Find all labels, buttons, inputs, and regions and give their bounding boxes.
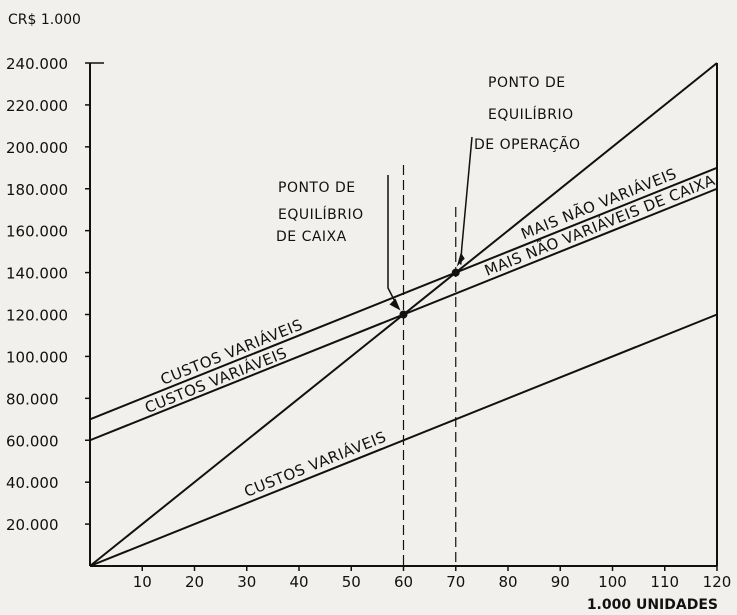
label-mais-nao-variaveis-de-caixa: MAIS NÃO VARIÁVEIS DE CAIXA bbox=[482, 170, 718, 280]
breakeven-points bbox=[399, 268, 460, 319]
x-tick-label: 40 bbox=[289, 573, 308, 591]
x-tick-label: 50 bbox=[342, 573, 361, 591]
x-tick-label: 110 bbox=[650, 573, 679, 591]
annotation-ponto-equilibrio-caixa: PONTO DE EQUILÍBRIO DE CAIXA bbox=[276, 180, 364, 245]
annotation-op-line-2: EQUILÍBRIO bbox=[488, 106, 574, 123]
total-costs-line bbox=[89, 166, 718, 421]
annotation-arrows bbox=[387, 136, 473, 311]
y-tick-label: 60.000 bbox=[6, 432, 59, 450]
breakeven-guides bbox=[402, 165, 457, 566]
y-tick-label: 80.000 bbox=[6, 390, 59, 408]
arrow-caixa bbox=[387, 175, 399, 307]
y-ticks: 20.000 40.000 60.000 80.000 100.000 120.000 14… bbox=[6, 55, 90, 534]
arrowhead-caixa bbox=[389, 298, 401, 311]
y-tick-label: 100.000 bbox=[6, 348, 68, 366]
x-tick-label: 70 bbox=[446, 573, 465, 591]
y-tick-label: 240.000 bbox=[6, 55, 68, 73]
x-tick-label: 120 bbox=[703, 573, 732, 591]
x-tick-label: 90 bbox=[551, 573, 570, 591]
y-tick-label: 120.000 bbox=[6, 307, 68, 325]
x-tick-label: 60 bbox=[394, 573, 413, 591]
y-tick-label: 140.000 bbox=[6, 265, 68, 283]
y-tick-label: 20.000 bbox=[6, 516, 59, 534]
label-custos-variaveis-bottom: CUSTOS VARIÁVEIS bbox=[241, 427, 389, 501]
breakeven-point bbox=[399, 310, 408, 319]
x-ticks: 10 20 30 40 50 60 70 80 90 100 110 120 bbox=[133, 566, 732, 591]
annotation-ponto-equilibrio-operacao: PONTO DE EQUILÍBRIO DE OPERAÇÃO bbox=[474, 75, 581, 153]
annotation-cx-line-3: DE CAIXA bbox=[276, 229, 347, 245]
y-tick-label: 200.000 bbox=[6, 139, 68, 157]
x-tick-label: 30 bbox=[237, 573, 256, 591]
arrowhead-operacao bbox=[456, 252, 465, 267]
annotation-op-line-1: PONTO DE bbox=[488, 75, 566, 91]
y-axis-title: CR$ 1.000 bbox=[8, 12, 81, 28]
variable-costs-line bbox=[89, 313, 718, 567]
x-tick-label: 10 bbox=[133, 573, 152, 591]
y-tick-label: 220.000 bbox=[6, 97, 68, 115]
y-tick-label: 40.000 bbox=[6, 474, 59, 492]
x-tick-label: 100 bbox=[598, 573, 627, 591]
x-tick-label: 80 bbox=[498, 573, 517, 591]
y-tick-label: 180.000 bbox=[6, 181, 68, 199]
annotation-cx-line-1: PONTO DE bbox=[278, 180, 356, 196]
x-axis-title: 1.000 UNIDADES bbox=[587, 597, 718, 613]
annotation-cx-line-2: EQUILÍBRIO bbox=[278, 206, 364, 223]
breakeven-point bbox=[451, 268, 460, 277]
arrow-operacao bbox=[460, 136, 473, 265]
y-tick-label: 160.000 bbox=[6, 223, 68, 241]
x-tick-label: 20 bbox=[185, 573, 204, 591]
annotation-op-line-3: DE OPERAÇÃO bbox=[474, 136, 581, 153]
